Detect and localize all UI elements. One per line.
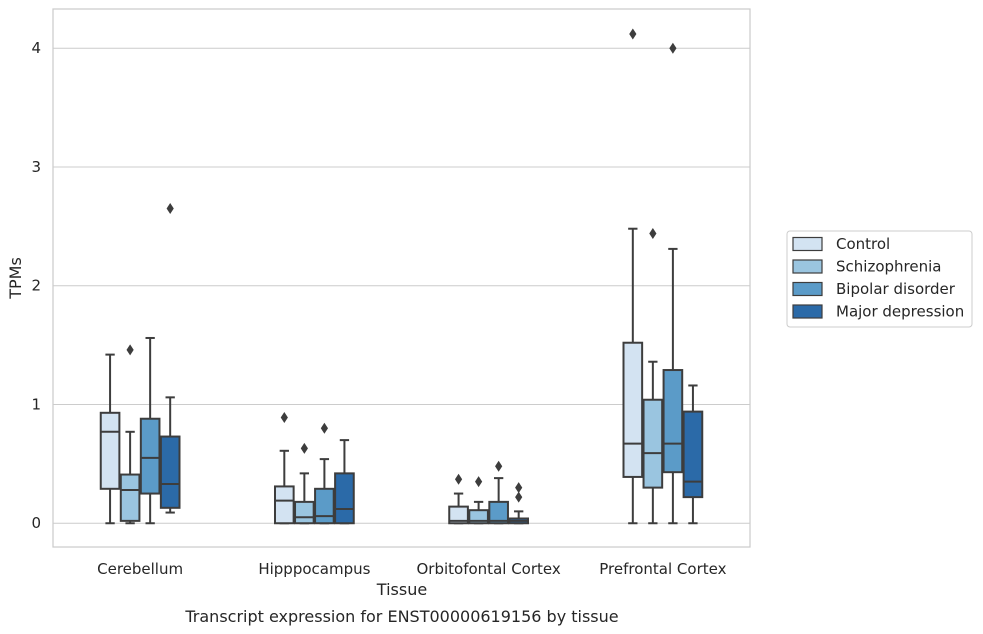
box-control bbox=[273, 412, 295, 525]
legend-label: Bipolar disorder bbox=[836, 280, 956, 298]
boxes bbox=[99, 28, 704, 525]
box-iqr bbox=[273, 485, 295, 525]
box-major-depression bbox=[508, 482, 530, 525]
x-tick-label: Cerebellum bbox=[97, 560, 183, 578]
legend-swatch bbox=[792, 259, 823, 274]
y-tick-label: 0 bbox=[31, 514, 41, 532]
x-tick-label: Hipppocampus bbox=[258, 560, 370, 578]
x-tick-label: Orbitofontal Cortex bbox=[417, 560, 561, 578]
outlier-point bbox=[166, 203, 174, 215]
box-major-depression bbox=[159, 203, 181, 514]
outlier-point bbox=[629, 28, 637, 40]
box-bipolar-disorder bbox=[662, 42, 684, 525]
box-control bbox=[448, 473, 469, 525]
outlier-point bbox=[495, 460, 503, 472]
box-schizophrenia bbox=[294, 442, 315, 525]
box-major-depression bbox=[334, 439, 355, 525]
outlier-point bbox=[475, 476, 483, 488]
legend-swatch bbox=[792, 304, 823, 319]
box-major-depression bbox=[682, 384, 704, 525]
chart-caption: Transcript expression for ENST0000061915… bbox=[184, 607, 618, 626]
outlier-point bbox=[300, 442, 308, 454]
box-iqr bbox=[314, 487, 335, 525]
box-iqr bbox=[622, 341, 644, 478]
box-iqr bbox=[448, 505, 469, 525]
y-tick-label: 3 bbox=[31, 158, 41, 176]
outlier-point bbox=[126, 344, 134, 356]
box-iqr bbox=[119, 473, 141, 522]
legend-frame bbox=[786, 230, 973, 328]
box-iqr bbox=[642, 398, 664, 489]
legend-swatch bbox=[792, 281, 823, 297]
box-schizophrenia bbox=[642, 227, 664, 525]
outlier-point bbox=[320, 422, 328, 434]
legend-label: Control bbox=[836, 235, 890, 253]
outlier-point bbox=[280, 412, 288, 424]
outlier-point bbox=[454, 473, 463, 485]
box-control bbox=[99, 353, 121, 525]
box-schizophrenia bbox=[468, 476, 489, 525]
legend-swatch bbox=[792, 236, 823, 252]
box-bipolar-disorder bbox=[139, 336, 161, 525]
box-bipolar-disorder bbox=[314, 422, 335, 525]
box-iqr bbox=[159, 435, 181, 509]
box-iqr bbox=[682, 410, 704, 499]
legend: Control Schizophrenia Bipolar disorder Majo… bbox=[786, 230, 973, 328]
box-iqr bbox=[294, 500, 315, 525]
x-tick-labels: Cerebellum Hipppocampus Orbitofontal Corte… bbox=[97, 560, 726, 578]
x-axis-label: Tissue bbox=[376, 580, 427, 599]
y-tick-label: 4 bbox=[31, 39, 41, 57]
y-axis-label: TPMs bbox=[6, 257, 25, 300]
legend-label: Major depression bbox=[836, 303, 964, 321]
plot-frame bbox=[52, 8, 751, 548]
legend-label: Schizophrenia bbox=[836, 258, 941, 276]
box-iqr bbox=[488, 500, 509, 525]
box-control bbox=[622, 28, 644, 525]
box-bipolar-disorder bbox=[488, 460, 509, 525]
box-iqr bbox=[99, 411, 121, 490]
y-tick-label: 2 bbox=[31, 277, 41, 295]
box-schizophrenia bbox=[119, 344, 141, 525]
x-tick-label: Prefrontal Cortex bbox=[599, 560, 726, 578]
outlier-point bbox=[515, 482, 523, 494]
box-iqr bbox=[139, 417, 161, 495]
outlier-point bbox=[515, 491, 523, 503]
box-iqr bbox=[662, 369, 684, 474]
outlier-point bbox=[649, 227, 657, 239]
box-iqr bbox=[334, 472, 355, 525]
y-tick-labels: 0 1 2 3 4 bbox=[31, 39, 41, 532]
y-tick-label: 1 bbox=[31, 395, 41, 413]
outlier-point bbox=[669, 42, 677, 54]
